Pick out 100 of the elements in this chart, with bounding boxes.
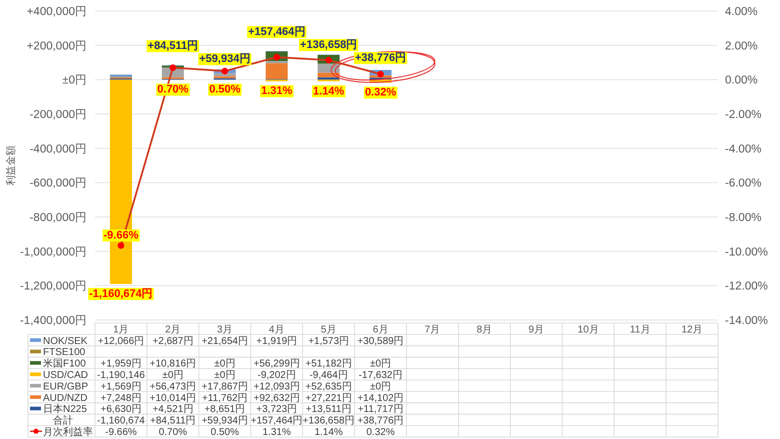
x-tick-label: 12月 [681,324,703,336]
y2-tick-label: -14.00% [725,315,768,327]
y-tick-label: -600,000円 [30,176,87,190]
text: +84,511円 [150,416,196,427]
text: +38,776円 [357,416,404,427]
text: +136,658円 [302,416,355,427]
y-tick-label: +200,000円 [26,39,87,52]
data-label: +12,066円 [98,336,144,347]
data-label: +3,723円 [256,404,298,416]
data-label: +1,569円 [100,381,142,392]
text: +157,464円 [250,416,303,427]
x-tick-label: 1月 [113,324,129,336]
data-label: +11,762円 [202,392,248,404]
x-tick-label: 9月 [528,324,544,336]
total-label: +136,658円 [300,39,358,52]
data-label: +52,635円 [305,381,352,392]
data-label: +2,687円 [152,336,194,347]
x-tick-label: 11月 [630,324,650,336]
y-tick-label: -1,400,000円 [20,314,87,327]
data-label: +17,867円 [202,381,248,392]
text: 0.32% [364,86,396,99]
total-label: -1,160,674円 [89,288,153,300]
data-label: -17,632円 [358,370,403,381]
legend-label: 月次利益率 [43,426,93,438]
x-tick-label: 8月 [476,324,492,336]
data-label: +92,632円 [253,392,300,404]
data-label: +12,093円 [253,381,300,392]
y-tick-label: -200,000円 [30,108,87,121]
legend-label: 米国F100 [43,358,86,370]
legend-label: USD/CAD [43,370,88,381]
y-tick-label: -800,000円 [30,211,87,224]
text: 1.31% [261,85,292,98]
data-label: +14,102円 [357,392,404,404]
data-label: 1.31% [262,427,291,438]
data-label: +30,589円 [357,336,404,347]
x-tick-label: 3月 [217,324,233,336]
y2-tick-label: -6.00% [725,178,762,190]
y2-tick-label: -4.00% [725,143,762,156]
data-label: -9,464円 [309,370,348,381]
text: 合計 [53,414,73,427]
data-label: -9,202円 [258,370,296,381]
y2-tick-label: -12.00% [725,280,768,293]
data-label: 0.50% [210,427,240,438]
y2-tick-label: 2.00% [725,40,758,52]
x-tick-label: 5月 [320,324,336,336]
total-label: +157,464円 [248,26,306,38]
data-label: -9.66% [105,427,137,438]
x-tick-label: 2月 [165,324,181,336]
x-tick-label: 10月 [578,324,599,336]
data-label: ±0円 [214,358,236,370]
x-tick-label: 6月 [372,324,388,336]
y-axis-title: 利益金額 [5,146,17,186]
data-label: +11,717円 [358,404,404,416]
data-label: 0.32% [366,427,395,438]
data-label: ±0円 [370,358,392,370]
text: 1.14% [313,85,344,98]
data-label: +1,919円 [256,336,298,347]
data-label: +56,299円 [253,358,300,370]
legend-label: 日本N225 [43,403,88,416]
data-label: +21,654円 [202,336,248,347]
data-label: 1.14% [314,427,343,438]
data-label: 0.70% [158,427,188,438]
y-tick-label: -400,000円 [30,142,87,156]
data-label: +56,473円 [150,381,196,392]
data-label: +8,651円 [204,404,246,416]
x-tick-label: 4月 [268,324,284,336]
x-tick-label: 7月 [424,324,440,336]
data-label: ±0円 [370,381,392,392]
text: -9.66% [104,229,138,242]
text: +59,934円 [202,416,248,427]
y-tick-label: -1,000,000円 [20,245,87,258]
y-tick-label: ±0円 [62,74,87,87]
legend-label: AUD/NZD [43,392,88,404]
total-label: +59,934円 [199,53,250,66]
total-label: +84,511円 [148,40,198,52]
data-label: +7,248円 [100,392,142,404]
legend-label: NOK/SEK [43,336,88,347]
data-label: +27,221円 [305,392,352,404]
y2-tick-label: -10.00% [725,246,768,258]
data-label: +13,511円 [306,404,352,416]
text: 0.50% [209,84,240,96]
total-label: +38,776円 [355,52,406,64]
data-label: +1,959円 [100,358,142,370]
y2-tick-label: 4.00% [725,6,758,18]
legend-label: EUR/GBP [43,381,88,392]
y2-tick-label: -2.00% [725,109,762,121]
data-label: +4,521円 [152,404,194,416]
data-label: +10,014円 [150,392,196,404]
data-label: -1,190,146 [97,370,146,381]
y2-tick-label: -8.00% [725,212,762,224]
data-label: +6,630円 [100,404,142,416]
y2-tick-label: 0.00% [725,74,758,87]
text: 0.70% [157,84,188,96]
y-tick-label: +400,000円 [26,5,87,18]
data-label: +51,182円 [305,358,352,370]
data-label: +1,573円 [308,336,350,347]
y-tick-label: -1,200,000円 [20,280,87,293]
data-label: ±0円 [162,370,184,381]
data-label: +10,816円 [150,358,196,370]
text: -1,160,674 [97,416,146,427]
